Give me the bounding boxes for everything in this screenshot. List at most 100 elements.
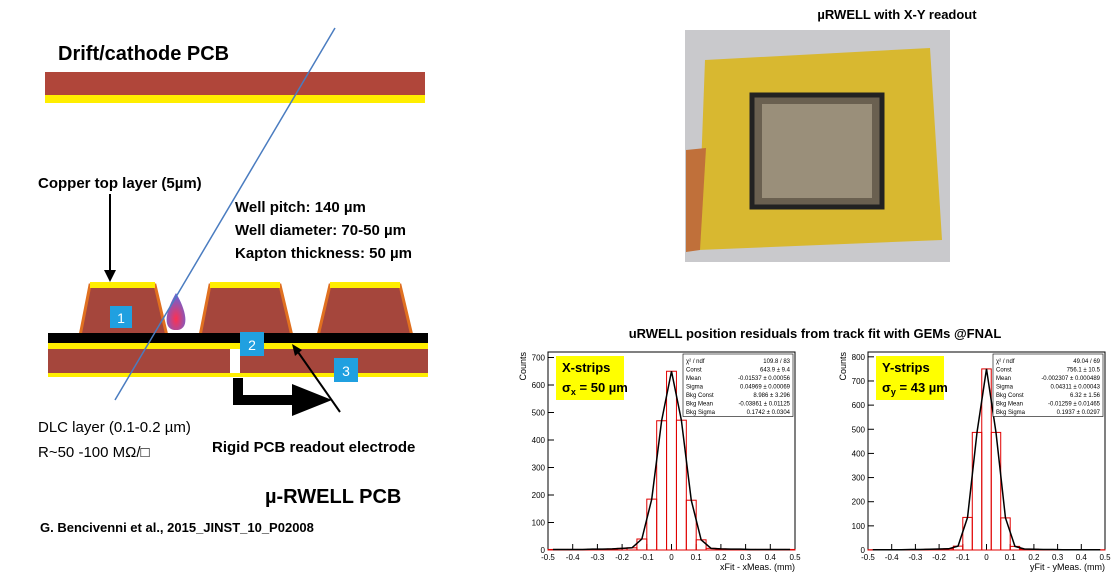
legend-name: Y-strips	[882, 360, 930, 375]
x-tick-label: 0.4	[1076, 553, 1088, 562]
x-tick-label: -0.3	[909, 553, 923, 562]
stats-value: -0.01259 ± 0.01465	[1048, 402, 1101, 408]
y-tick-label: 300	[532, 464, 546, 473]
residuals-title: uRWELL position residuals from track fit…	[629, 326, 1002, 341]
label: Well pitch: 140 µm	[235, 199, 366, 216]
well-wall	[318, 285, 412, 336]
stats-value: 6.32 ± 1.56	[1070, 393, 1101, 399]
y-tick-label: 500	[852, 425, 866, 434]
stats-label: Bkg Mean	[996, 402, 1023, 408]
stats-label: Const	[996, 368, 1012, 374]
resolution-part: σ	[562, 380, 571, 395]
copper-top	[210, 282, 280, 288]
legend-name: X-strips	[562, 360, 610, 375]
dlc-layer	[48, 333, 428, 343]
stats-value: 756.1 ± 10.5	[1067, 368, 1101, 374]
y-tick-label: 300	[852, 474, 866, 483]
x-tick-label: 0.1	[1005, 553, 1017, 562]
bin	[676, 420, 686, 550]
y-tick-label: 600	[532, 381, 546, 390]
x-tick-label: 0.1	[691, 553, 703, 562]
x-tick-label: 0.3	[740, 553, 752, 562]
y-tick-label: 700	[852, 377, 866, 386]
bin	[1001, 518, 1010, 550]
photo: µRWELL with X-Y readout	[685, 7, 977, 262]
stats-label: Sigma	[686, 385, 704, 391]
stats-label: Sigma	[996, 385, 1014, 391]
stats-value: -0.01537 ± 0.00056	[738, 376, 791, 382]
arrow-head	[292, 384, 332, 416]
x-tick-label: 0.5	[1099, 553, 1111, 562]
y-tick-label: 0	[541, 546, 546, 555]
copper-top	[330, 282, 400, 288]
y-tick-label: 200	[852, 498, 866, 507]
bin	[647, 499, 657, 550]
stats-value: 8.986 ± 3.296	[753, 393, 790, 399]
well-wall	[200, 285, 292, 336]
x-tick-label: 0	[984, 553, 989, 562]
bin	[991, 432, 1000, 550]
stats-label: Bkg Const	[996, 393, 1024, 399]
readout-copper	[48, 373, 428, 377]
stats-value: 0.04311 ± 0.00043	[1050, 385, 1100, 391]
stats-label: Const	[686, 368, 702, 374]
x-tick-label: -0.4	[566, 553, 580, 562]
resolution-part: = 43 µm	[896, 380, 948, 395]
label: Copper top layer (5µm)	[38, 175, 202, 192]
drift-pcb	[45, 72, 425, 95]
x-tick-label: 0.3	[1052, 553, 1064, 562]
stats-label: Bkg Mean	[686, 402, 713, 408]
avalanche	[167, 293, 186, 330]
y-axis-label: Counts	[518, 352, 528, 381]
stats-value: 643.9 ± 9.4	[760, 368, 791, 374]
x-tick-label: -0.1	[956, 553, 970, 562]
stats-value: 0.1742 ± 0.0304	[747, 410, 791, 416]
bin	[972, 432, 981, 550]
stats-value: 0.04969 ± 0.00069	[740, 385, 791, 391]
bin	[637, 539, 647, 550]
drift-copper	[45, 95, 425, 103]
stats-label: χ² / ndf	[686, 359, 705, 365]
citation: G. Bencivenni et al., 2015_JINST_10_P020…	[40, 520, 314, 535]
stats-value: -0.002307 ± 0.000489	[1041, 376, 1100, 382]
label: DLC layer (0.1-0.2 µm)	[38, 419, 191, 436]
label: Rigid PCB readout electrode	[212, 439, 415, 456]
bin	[657, 421, 667, 550]
label: Kapton thickness: 50 µm	[235, 245, 412, 262]
x-tick-label: 0.5	[789, 553, 801, 562]
label: R~50 -100 MΩ/□	[38, 444, 150, 461]
y-tick-label: 400	[852, 449, 866, 458]
stats-label: Bkg Const	[686, 393, 714, 399]
readout-copper	[48, 343, 428, 349]
stats-value: 49.04 / 69	[1073, 359, 1100, 365]
stats-label: Bkg Sigma	[996, 410, 1026, 416]
marker: 2	[248, 337, 256, 353]
label: Well diameter: 70-50 µm	[235, 222, 406, 239]
x-tick-label: 0	[669, 553, 674, 562]
marker: 1	[117, 310, 125, 326]
y-tick-label: 400	[532, 436, 546, 445]
stats-label: χ² / ndf	[996, 359, 1015, 365]
stats-label: Mean	[686, 376, 701, 382]
resolution-part: σ	[882, 380, 891, 395]
x-tick-label: -0.2	[615, 553, 629, 562]
x-tick-label: -0.2	[932, 553, 946, 562]
y-tick-label: 500	[532, 409, 546, 418]
x-tick-label: -0.1	[640, 553, 654, 562]
detector-diagram: 1 2 3 Drift/cathode PCB Copper top layer…	[38, 28, 428, 535]
marker: 3	[342, 363, 350, 379]
stats-label: Bkg Sigma	[686, 410, 716, 416]
y-tick-label: 0	[861, 546, 866, 555]
y-tick-label: 700	[532, 354, 546, 363]
y-tick-label: 100	[532, 519, 546, 528]
y-tick-label: 100	[852, 522, 866, 531]
bin	[696, 540, 706, 550]
copper-top	[90, 282, 155, 288]
label: µ-RWELL PCB	[265, 486, 401, 508]
stats-label: Mean	[996, 376, 1011, 382]
x-axis-label: xFit - xMeas. (mm)	[720, 562, 795, 572]
label: Drift/cathode PCB	[58, 43, 229, 65]
stats-value: 0.1937 ± 0.0297	[1057, 410, 1101, 416]
readout-pcb	[48, 349, 230, 373]
y-tick-label: 200	[532, 491, 546, 500]
